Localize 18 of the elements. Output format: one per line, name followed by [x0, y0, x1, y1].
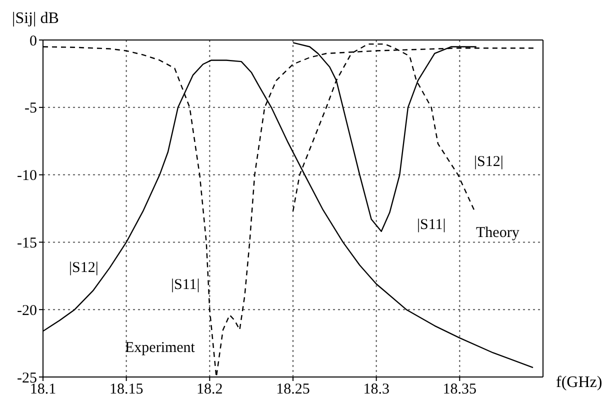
y-tick-label: -10 [17, 168, 37, 184]
x-axis-title: f(GHz) [556, 374, 602, 392]
annotation: |S11| [417, 217, 446, 234]
x-tick-label: 18.3 [363, 382, 390, 398]
x-tick-label: 18.2 [196, 382, 223, 398]
annotation: |S11| [171, 277, 200, 294]
y-tick-label: -20 [17, 302, 37, 319]
y-tick-label: -5 [24, 100, 37, 117]
x-tick-label: 18.35 [442, 382, 477, 398]
annotation: |S12| [69, 260, 98, 277]
annotation: |S12| [474, 154, 504, 171]
annotation: Theory [476, 225, 520, 242]
x-tick-label: 18.25 [276, 382, 310, 398]
x-tick-label: 18.15 [109, 382, 144, 398]
y-tick-label: -15 [17, 236, 37, 252]
y-tick-label: 0 [30, 33, 37, 50]
y-axis-title: |Sij| dB [12, 10, 59, 28]
annotation: Experiment [125, 340, 195, 357]
